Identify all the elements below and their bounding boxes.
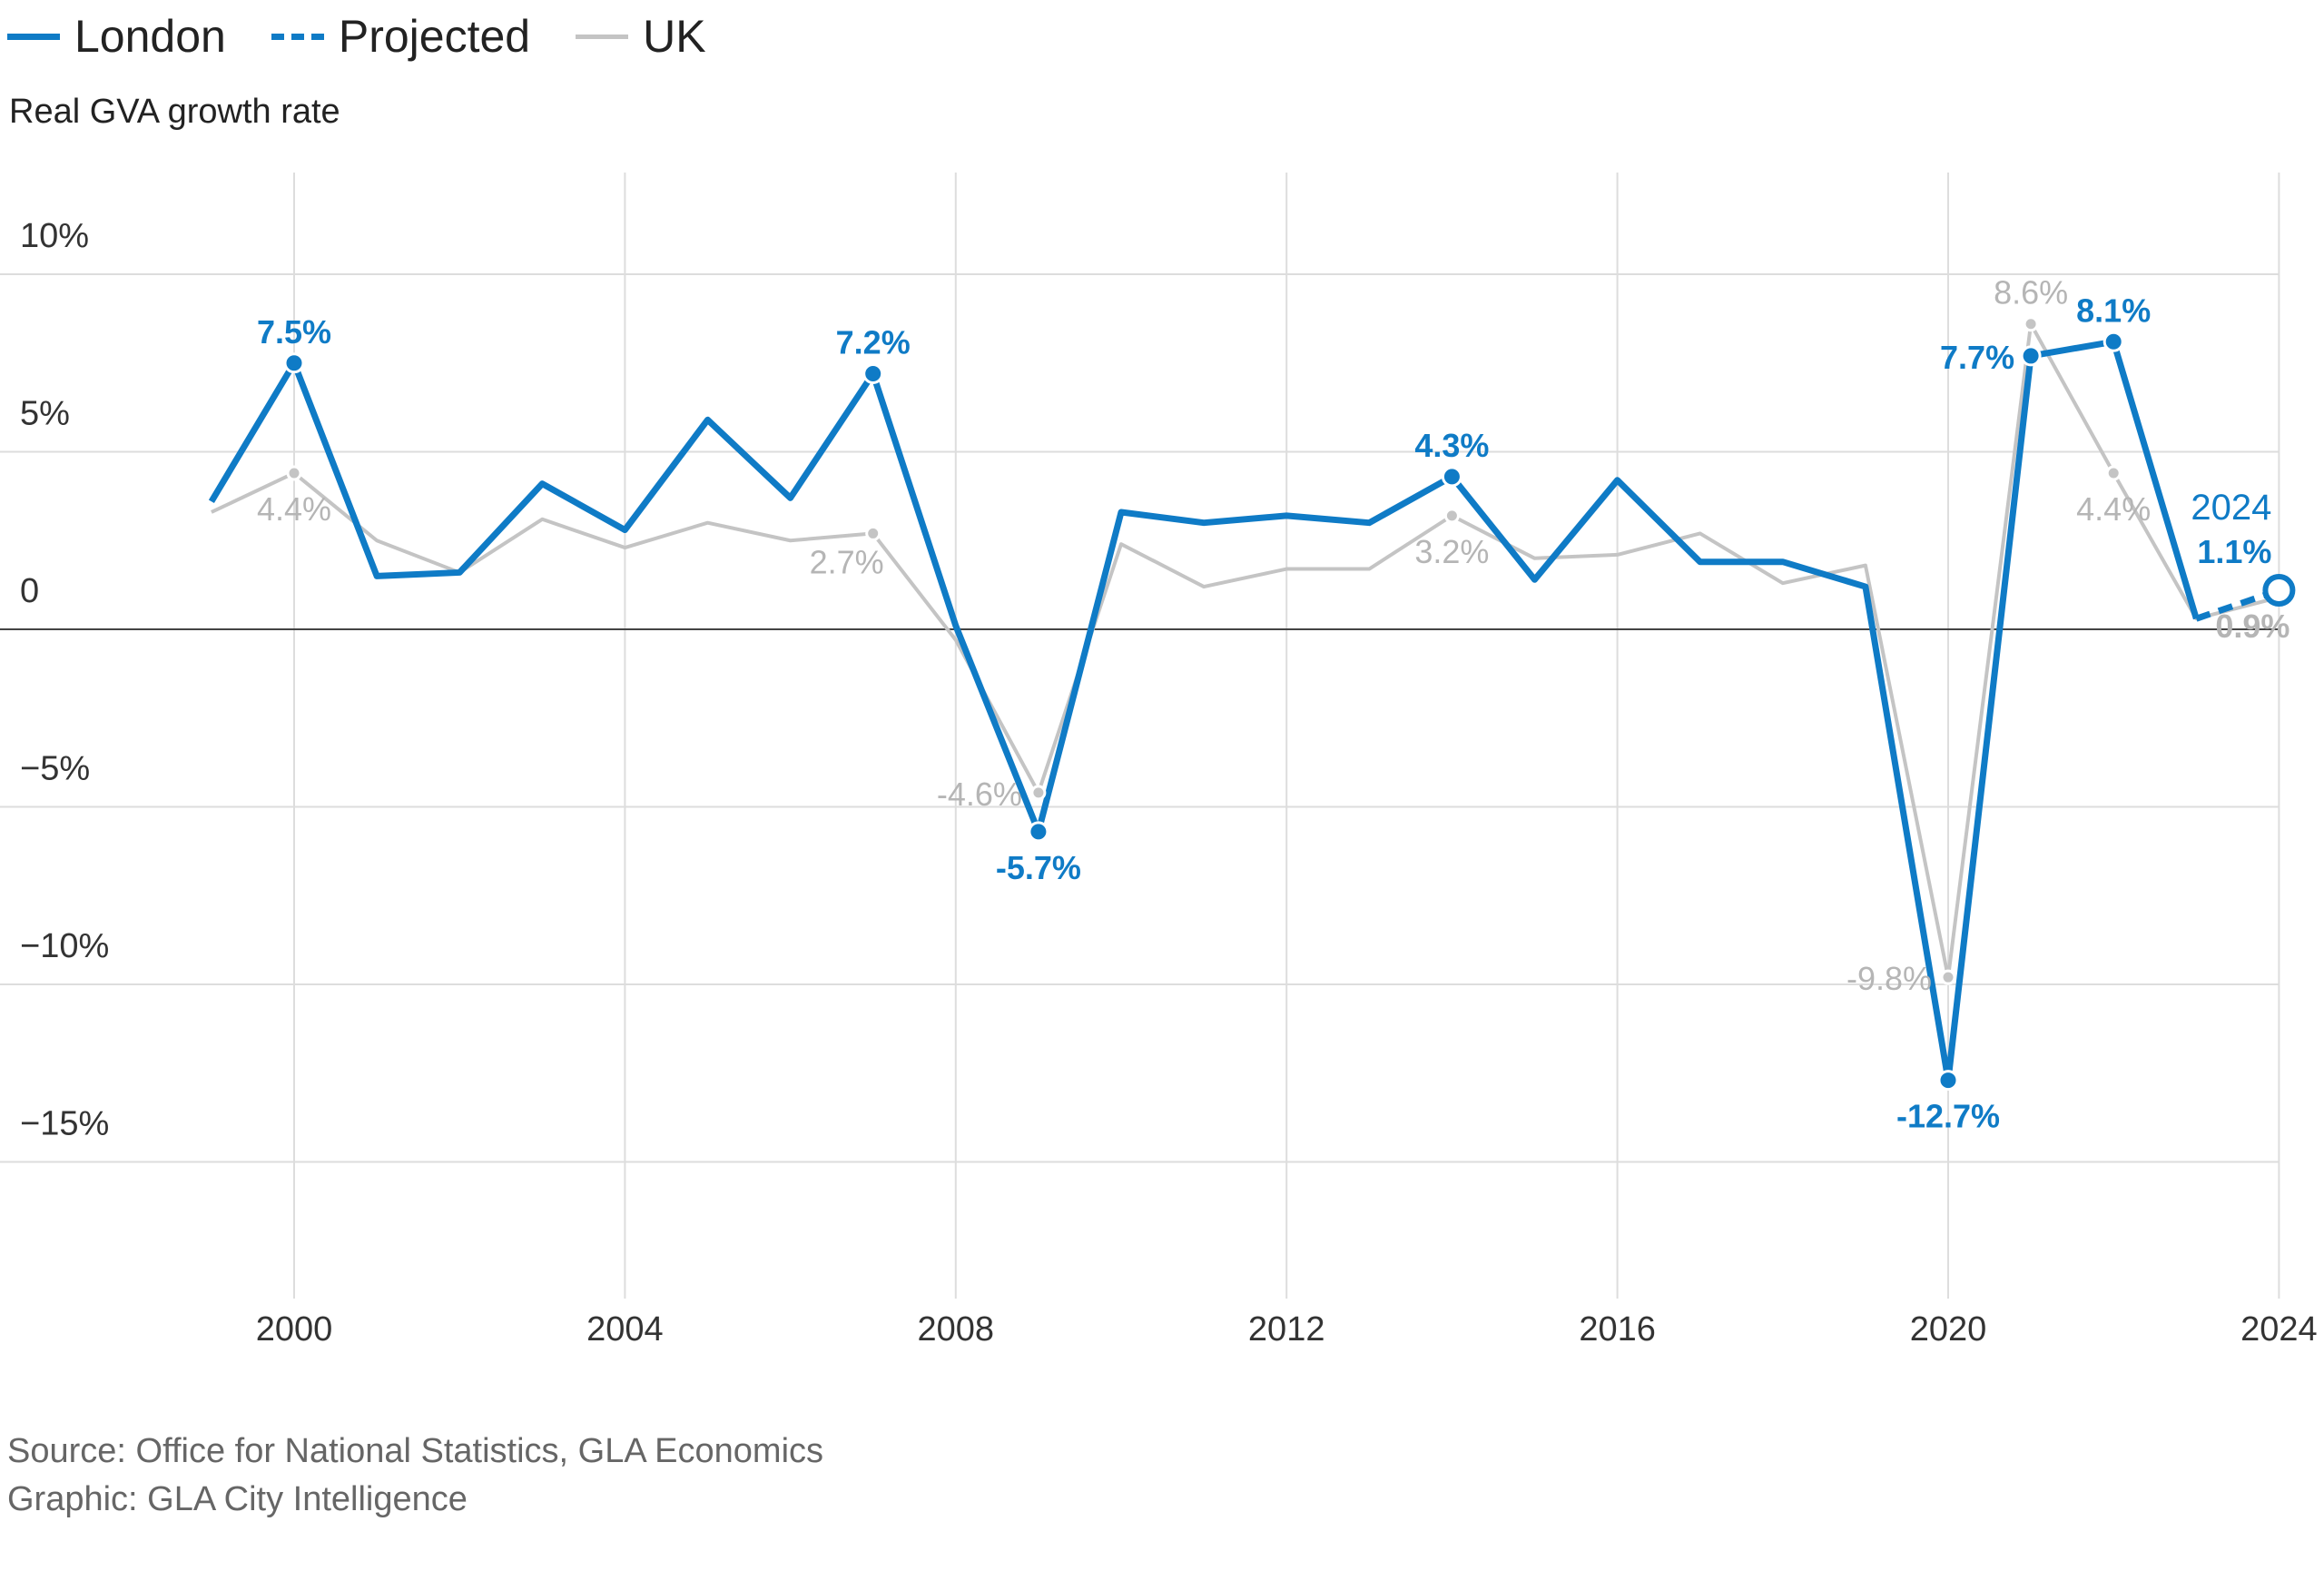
london-data-label: 7.7% — [1940, 339, 2014, 376]
uk-data-label: 4.4% — [2076, 490, 2151, 528]
y-tick-label: −15% — [20, 1105, 109, 1143]
chart-subtitle: Real GVA growth rate — [9, 93, 340, 131]
uk-data-label: -9.8% — [1846, 960, 1932, 997]
uk-data-label: 3.2% — [1414, 533, 1489, 570]
uk-point-marker — [1940, 969, 1956, 985]
london-data-label: 1.1% — [2197, 533, 2271, 570]
london-data-label: 7.5% — [257, 313, 331, 351]
y-tick-label: 5% — [20, 395, 70, 433]
legend-item-projected: Projected — [264, 10, 530, 63]
x-tick-label: 2016 — [1579, 1310, 1656, 1349]
uk-data-label: 4.4% — [257, 490, 331, 528]
projected-point-marker — [2262, 573, 2296, 607]
y-tick-label: 0 — [20, 572, 39, 610]
y-tick-label: 10% — [20, 217, 89, 255]
legend-swatch-london — [7, 33, 60, 40]
projected-year-label: 2024 — [2191, 488, 2271, 528]
uk-point-marker — [2105, 465, 2122, 481]
legend-label-uk: UK — [643, 11, 706, 62]
series-line-uk — [211, 321, 2280, 980]
legend-item-london: London — [0, 10, 226, 63]
x-tick-label: 2024 — [2240, 1310, 2318, 1349]
x-tick-label: 2004 — [586, 1310, 664, 1349]
london-point-marker — [1937, 1070, 1959, 1092]
london-point-marker — [2102, 331, 2124, 352]
london-data-label: 7.2% — [836, 323, 911, 361]
uk-data-label: -4.6% — [937, 776, 1022, 813]
x-tick-label: 2000 — [256, 1310, 333, 1349]
uk-data-label: 8.6% — [1994, 274, 2068, 311]
london-data-label: 8.1% — [2076, 291, 2151, 329]
legend-swatch-uk — [576, 34, 629, 39]
legend-label-projected: Projected — [338, 11, 531, 62]
x-tick-label: 2020 — [1910, 1310, 1987, 1349]
y-tick-label: −5% — [20, 750, 90, 788]
london-point-marker — [283, 352, 305, 374]
london-data-label: -12.7% — [1896, 1098, 2000, 1135]
y-tick-label: −10% — [20, 927, 109, 965]
london-point-marker — [2020, 345, 2042, 367]
london-point-marker — [862, 362, 884, 384]
london-point-marker — [1441, 466, 1462, 488]
legend-label-london: London — [74, 11, 226, 62]
x-tick-label: 2012 — [1248, 1310, 1325, 1349]
london-point-marker — [1028, 821, 1049, 843]
uk-point-marker — [1030, 785, 1047, 801]
chart-legend: London Projected UK — [0, 0, 744, 73]
uk-data-label: 0.9% — [2215, 608, 2290, 645]
graphic-credit-line: Graphic: GLA City Intelligence — [7, 1480, 468, 1518]
source-note: Source: Office for National Statistics, … — [7, 1428, 823, 1524]
legend-item-uk: UK — [568, 10, 706, 63]
legend-swatch-projected — [271, 33, 324, 40]
series-line-london — [208, 338, 2200, 1084]
london-data-label: 4.3% — [1414, 427, 1489, 464]
x-tick-label: 2008 — [918, 1310, 995, 1349]
uk-point-marker — [1443, 508, 1460, 524]
uk-point-marker — [286, 465, 302, 481]
london-data-label: -5.7% — [996, 849, 1081, 886]
uk-point-marker — [2023, 316, 2039, 332]
uk-data-label: 2.7% — [810, 543, 884, 580]
uk-point-marker — [865, 525, 881, 541]
source-line: Source: Office for National Statistics, … — [7, 1432, 824, 1470]
